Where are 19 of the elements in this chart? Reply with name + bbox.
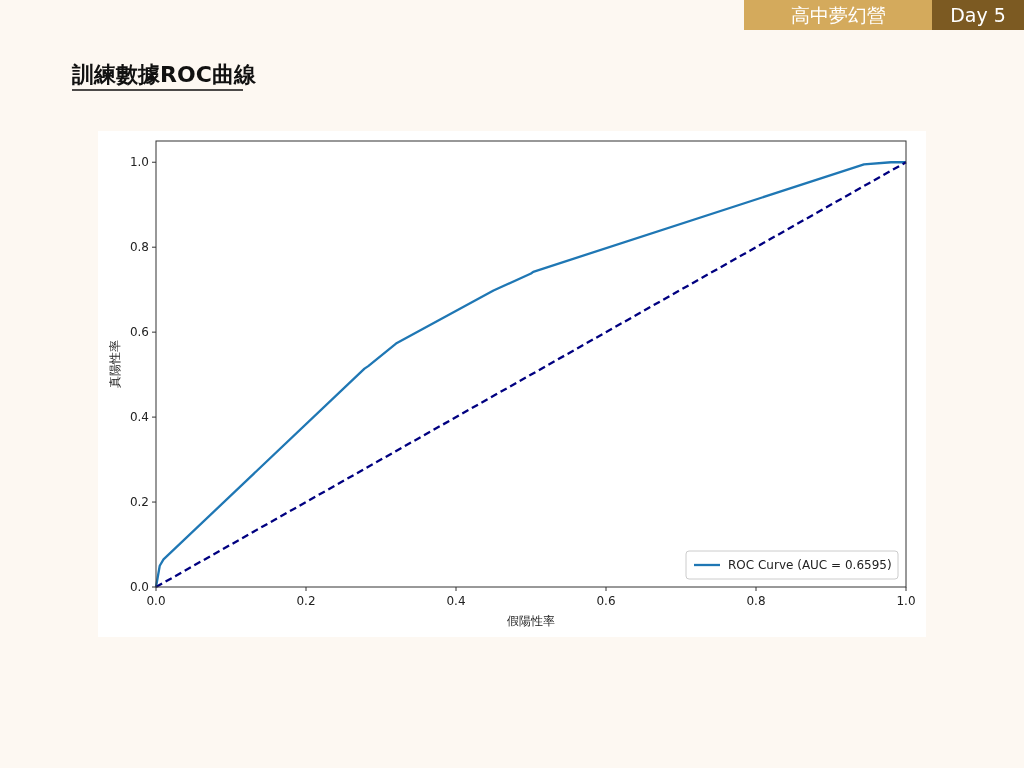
text: 高中夢幻營 — [790, 4, 886, 26]
x-tick-label: 0.6 — [596, 594, 616, 608]
text: Day 5 — [950, 4, 1006, 26]
chart-title: 訓練數據ROC曲線 — [71, 62, 257, 87]
x-tick-label: 1.0 — [896, 594, 916, 608]
x-tick-label: 0.0 — [146, 594, 166, 608]
x-tick-label: 0.8 — [746, 594, 766, 608]
y-tick-label: 0.2 — [129, 495, 149, 510]
y-tick-label: 1.0 — [129, 155, 149, 170]
legend-label: ROC Curve (AUC = 0.6595) — [728, 558, 892, 572]
y-tick-label: 0.0 — [129, 580, 149, 594]
y-tick-label: 0.8 — [129, 240, 149, 255]
x-axis-title: 假陽性率 — [507, 614, 555, 628]
y-tick-label: 0.4 — [129, 410, 149, 425]
line-series — [154, 161, 908, 589]
y-axis-title: 真陽性率 — [108, 340, 122, 388]
x-tick-label: 0.4 — [446, 594, 466, 608]
y-tick-label: 0.6 — [129, 325, 149, 340]
x-tick-label: 0.2 — [296, 594, 316, 608]
